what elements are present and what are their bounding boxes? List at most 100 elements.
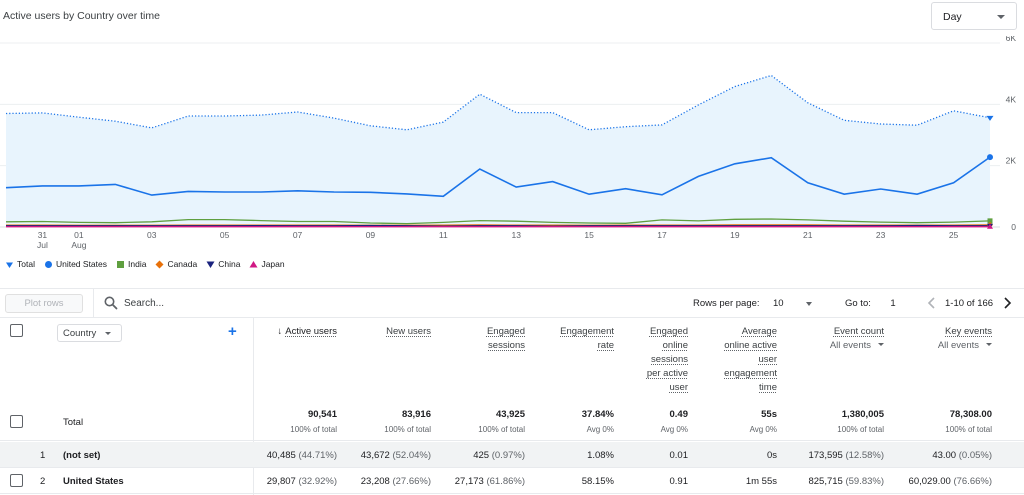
legend-item[interactable]: China	[206, 259, 240, 269]
end-marker-united-states	[987, 154, 993, 161]
total-checkbox[interactable]	[10, 415, 23, 428]
add-dimension-button[interactable]: +	[228, 323, 237, 340]
total-subtext: 100% of total	[384, 425, 431, 434]
dimension-dropdown[interactable]: Country	[57, 324, 122, 342]
chart-title: Active users by Country over time	[3, 10, 160, 22]
column-header-label: Active users	[285, 326, 337, 337]
legend-item[interactable]: India	[116, 259, 146, 269]
table-row[interactable]: 2 United States 29,807 (32.92%) 23,208 (27.…	[0, 468, 1024, 494]
x-tick-label: 07	[293, 230, 303, 240]
pin-marker-icon	[6, 262, 13, 268]
select-all-checkbox[interactable]	[10, 324, 23, 337]
column-header-key-events[interactable]: Key events All events	[904, 325, 992, 353]
circle-marker-icon	[44, 260, 52, 268]
series-line-united-states	[5, 156, 991, 198]
column-header-label: sessions	[651, 354, 688, 365]
x-tick-label: 15	[584, 230, 594, 240]
series-line-india	[5, 218, 991, 225]
column-header-event-count[interactable]: Event count All events	[796, 325, 884, 353]
y-tick-label: 4K	[1006, 94, 1017, 104]
y-tick-label: 0	[1011, 222, 1016, 232]
cell-engagement-rate: 58.15%	[581, 476, 614, 487]
column-header-label: engagement	[724, 368, 777, 379]
cell-engaged-online-sessions: 0.01	[669, 450, 689, 461]
event-filter-dropdown[interactable]: All events	[904, 339, 992, 353]
x-tick-sublabel: Jul	[37, 240, 48, 250]
goto-label: Go to:	[845, 298, 871, 309]
x-tick-label: 13	[511, 230, 521, 240]
cell-key-events: 60,029.00 (76.66%)	[908, 476, 992, 487]
total-value-engagement-rate: 37.84%	[581, 409, 614, 420]
series-line-china	[6, 224, 990, 227]
column-header-engaged-online-sessions[interactable]: Engaged online sessions per active user	[600, 325, 688, 395]
chevron-right-icon[interactable]	[1001, 296, 1013, 310]
caret-down-icon	[986, 343, 992, 346]
column-header-avg-engagement-time[interactable]: Average online active user engagement time	[689, 325, 777, 395]
x-tick-label: 23	[876, 230, 886, 240]
x-tick-label: 11	[439, 230, 448, 240]
cell-new-users: 43,672 (52.04%)	[360, 450, 431, 461]
goto-page-input[interactable]	[880, 295, 906, 311]
cell-new-users: 23,208 (27.66%)	[360, 476, 431, 487]
period-dropdown-value: Day	[943, 11, 962, 23]
column-header-label: Engaged	[649, 326, 688, 337]
total-value-engaged-sessions: 43,925	[495, 409, 525, 420]
search-input[interactable]	[124, 295, 344, 311]
divider	[93, 289, 94, 317]
x-tick-label: 21	[803, 230, 813, 240]
row-number: 1	[40, 450, 46, 461]
event-filter-dropdown[interactable]: All events	[796, 339, 884, 353]
total-subtext: Avg 0%	[749, 425, 777, 434]
column-divider	[253, 318, 254, 495]
column-header-active-users[interactable]: ↓ Active users	[249, 325, 338, 339]
column-header-label: Average	[741, 326, 777, 337]
total-value-new-users: 83,916	[401, 409, 431, 420]
total-subtext: Avg 0%	[586, 425, 614, 434]
row-number: 2	[40, 476, 46, 487]
end-marker-total	[986, 115, 994, 121]
chevron-left-icon[interactable]	[926, 296, 938, 310]
column-header-label: Engaged	[486, 326, 525, 337]
x-tick-label: 01	[74, 230, 84, 240]
cell-avg-engagement-time: 1m 55s	[745, 476, 777, 487]
total-subtext: Avg 0%	[660, 425, 688, 434]
table-row[interactable]: 1 (not set) 40,485 (44.71%) 43,672 (52.04%)…	[0, 442, 1024, 468]
column-header-engagement-rate[interactable]: Engagement rate	[526, 325, 614, 353]
total-row: Total 90,541 100% of total 83,916 100% of t…	[0, 403, 1024, 441]
cell-event-count: 825,715 (59.83%)	[808, 476, 884, 487]
column-header-label: user	[669, 382, 688, 393]
rows-per-page-select[interactable]: 10	[773, 296, 817, 312]
y-tick-label: 6K	[1006, 36, 1017, 43]
legend-item[interactable]: United States	[44, 259, 107, 269]
triangle-down-marker-icon	[206, 261, 215, 268]
legend-label: India	[128, 259, 147, 269]
cell-engagement-rate: 1.08%	[587, 450, 614, 461]
cell-engaged-online-sessions: 0.91	[669, 476, 689, 487]
total-area	[6, 75, 990, 227]
event-filter-label: All events	[829, 340, 871, 351]
legend-item[interactable]: Canada	[155, 259, 197, 269]
column-header-engaged-sessions[interactable]: Engaged sessions	[437, 325, 525, 353]
cell-active-users: 29,807 (32.92%)	[266, 476, 337, 487]
plot-rows-button[interactable]: Plot rows	[5, 294, 83, 313]
cell-active-users: 40,485 (44.71%)	[266, 450, 337, 461]
column-header-label: Event count	[833, 326, 884, 337]
total-value-key-events: 78,308.00	[949, 409, 992, 420]
column-header-label: user	[758, 354, 777, 365]
row-checkbox[interactable]	[10, 474, 23, 487]
total-value-event-count: 1,380,005	[841, 409, 884, 420]
rows-per-page-value: 10	[773, 298, 784, 309]
period-dropdown[interactable]: Day	[931, 2, 1017, 30]
total-value-avg-engagement-time: 55s	[761, 409, 777, 420]
cell-engaged-sessions: 425 (0.97%)	[473, 450, 525, 461]
triangle-up-marker-icon	[249, 260, 258, 267]
legend-item[interactable]: Total	[5, 259, 35, 269]
column-header-label: online active	[724, 340, 777, 351]
total-subtext: 100% of total	[478, 425, 525, 434]
x-tick-label: 31	[38, 230, 48, 240]
column-header-label: rate	[597, 340, 614, 351]
x-tick-label: 05	[220, 230, 230, 240]
legend-item[interactable]: Japan	[249, 259, 285, 269]
column-header-new-users[interactable]: New users	[343, 325, 431, 339]
